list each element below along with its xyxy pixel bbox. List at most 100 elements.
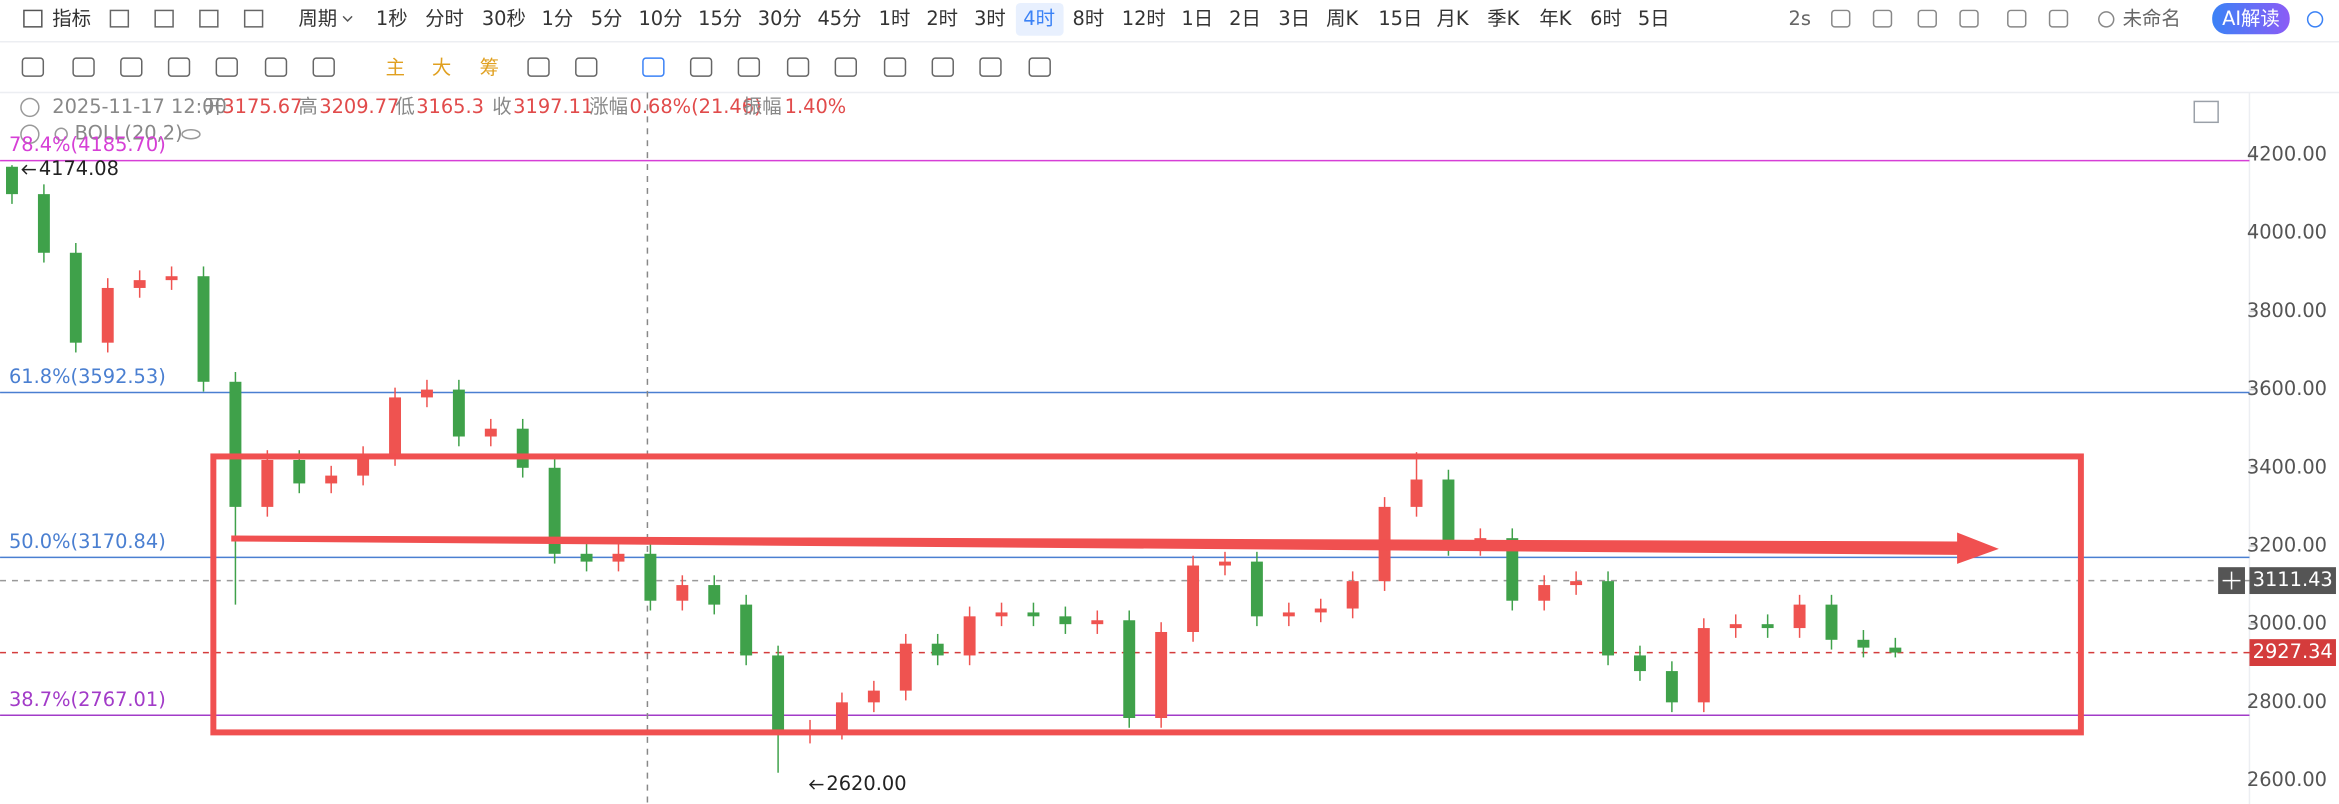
period-tab[interactable]: 1秒	[376, 7, 408, 30]
collapse-icon[interactable]	[20, 97, 40, 118]
toolbar-icon[interactable]	[199, 9, 219, 28]
candle-body	[1889, 647, 1902, 653]
draw-tool[interactable]	[264, 57, 288, 77]
period-tab[interactable]: 5分	[591, 7, 623, 30]
collapse-icon[interactable]	[20, 124, 40, 144]
toolbar-icon[interactable]	[1872, 9, 1893, 28]
draw-tool[interactable]	[120, 57, 143, 77]
period-tab[interactable]: 30分	[758, 7, 802, 30]
period-tab[interactable]: 6时	[1590, 7, 1622, 30]
draw-tool[interactable]	[979, 57, 1002, 77]
draw-tool[interactable]	[737, 57, 761, 77]
share-icon[interactable]	[2306, 11, 2324, 28]
period-tab[interactable]: 周期	[298, 7, 337, 30]
draw-tool[interactable]	[834, 57, 857, 77]
draw-tool[interactable]	[312, 57, 335, 77]
period-tab[interactable]: 5日	[1638, 7, 1670, 30]
y-tick-label: 3000.00	[2247, 612, 2327, 635]
toolbar-icon[interactable]	[154, 9, 174, 28]
candle-body	[389, 397, 402, 457]
candle-body	[420, 389, 433, 398]
toolbar-icon[interactable]	[2007, 9, 2027, 28]
ai-label[interactable]: AI解读	[2222, 7, 2280, 30]
draw-tool[interactable]	[786, 57, 810, 77]
draw-tool[interactable]	[689, 57, 713, 77]
info-low: 3165.3	[416, 95, 484, 118]
info-low-label: 低	[395, 95, 414, 118]
expand-icon[interactable]	[2193, 100, 2219, 124]
info-open: 3175.67	[222, 95, 302, 118]
visibility-icon[interactable]	[181, 129, 201, 140]
fib-label: 61.8%(3592.53)	[9, 365, 166, 388]
candle-body	[548, 467, 561, 554]
toolbar-icon[interactable]	[243, 9, 264, 28]
period-tab[interactable]: 15分	[698, 7, 742, 30]
candle-body	[357, 456, 370, 476]
period-tab[interactable]: 季K	[1487, 7, 1520, 30]
candle-body	[1155, 631, 1168, 718]
draw-toggle[interactable]: 筹	[480, 56, 499, 79]
candle-body	[1059, 616, 1072, 625]
draw-tool[interactable]	[21, 57, 45, 77]
candle-body	[229, 381, 242, 507]
period-tab[interactable]: 12时	[1122, 7, 1166, 30]
price-mark-arrow	[21, 164, 36, 175]
toolbar-icon[interactable]	[1959, 9, 1979, 28]
toolbar-icon[interactable]	[2048, 9, 2069, 28]
toolbar-icon[interactable]	[23, 9, 43, 28]
draw-tool[interactable]	[72, 57, 95, 77]
draw-tool[interactable]	[1028, 57, 1051, 77]
y-tick-label: 3600.00	[2247, 377, 2327, 400]
candle-body	[1665, 671, 1678, 703]
candle-body	[69, 252, 82, 343]
draw-tool[interactable]	[527, 57, 550, 77]
last-price-box	[2249, 639, 2336, 666]
period-tab[interactable]: 15日	[1378, 7, 1422, 30]
y-tick-label: 3400.00	[2247, 455, 2327, 478]
period-tab[interactable]: 45分	[817, 7, 861, 30]
draw-tool[interactable]	[575, 57, 598, 77]
indicator-label: BOLL(20,2)	[75, 122, 183, 145]
period-tab[interactable]: 1日	[1181, 7, 1213, 30]
draw-tool[interactable]	[883, 57, 907, 77]
period-tab[interactable]: 月K	[1437, 7, 1470, 30]
period-tab[interactable]: 8时	[1073, 7, 1105, 30]
candle-body	[772, 655, 785, 734]
period-tab[interactable]: 2日	[1229, 7, 1261, 30]
toolbar-icon[interactable]	[1831, 9, 1851, 28]
ai-button[interactable]	[2212, 2, 2290, 35]
draw-toggle[interactable]: 主	[386, 56, 405, 79]
y-tick-label: 3800.00	[2247, 299, 2327, 322]
candle-body	[963, 616, 976, 656]
candle-body	[644, 553, 657, 601]
draw-tool[interactable]	[215, 57, 238, 77]
period-tab[interactable]: 指标	[52, 7, 91, 30]
refresh-rate[interactable]: 2s	[1789, 7, 1811, 30]
draw-tool[interactable]	[167, 57, 191, 77]
candle-body	[516, 428, 529, 468]
toolbar-icon[interactable]	[1917, 9, 1937, 28]
draw-tool[interactable]	[642, 57, 665, 77]
last-price-label: 2927.34	[2253, 640, 2333, 663]
candle-body	[1793, 604, 1806, 629]
candle-body	[1825, 604, 1838, 640]
period-tab[interactable]: 3时	[974, 7, 1006, 30]
period-tab[interactable]: 2时	[926, 7, 958, 30]
period-tab[interactable]: 30秒	[482, 7, 526, 30]
period-tab[interactable]: 周K	[1326, 7, 1359, 30]
plus-glyph	[2222, 571, 2241, 590]
period-tab[interactable]: 分时	[425, 7, 464, 30]
period-tab[interactable]: 10分	[638, 7, 682, 30]
toolbar-icon[interactable]	[109, 9, 130, 28]
info-amplitude-label: 振幅	[743, 95, 782, 118]
period-tab[interactable]: 年K	[1539, 7, 1572, 30]
period-tab[interactable]: 3日	[1278, 7, 1310, 30]
period-tab[interactable]: 4时	[1023, 7, 1055, 30]
period-tab[interactable]: 1时	[879, 7, 911, 30]
draw-tool[interactable]	[931, 57, 954, 77]
draw-toggle[interactable]: 大	[432, 56, 451, 79]
period-tab[interactable]: 1分	[542, 7, 574, 30]
layout-name[interactable]: 未命名	[2123, 7, 2181, 30]
